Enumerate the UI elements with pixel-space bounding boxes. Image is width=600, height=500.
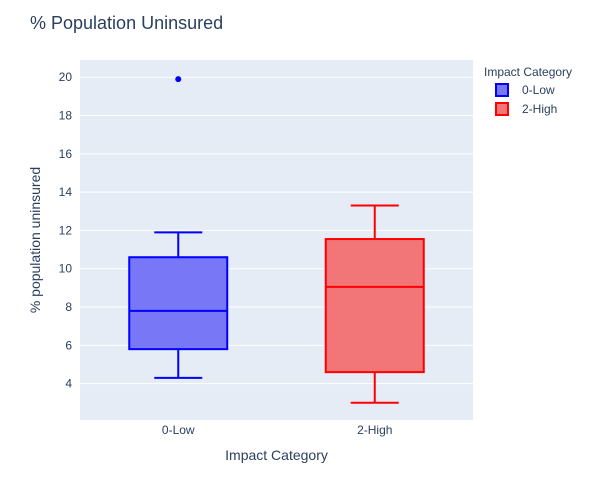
y-tick-label: 12 — [59, 223, 73, 237]
y-tick-label: 14 — [59, 185, 73, 199]
y-tick-label: 6 — [65, 338, 72, 352]
iqr-box — [128, 256, 229, 351]
box-2-High — [324, 204, 425, 404]
x-tick-label: 2-High — [357, 423, 392, 437]
legend-item-2-High[interactable]: 2-High — [495, 102, 557, 116]
outlier-point — [175, 76, 182, 83]
x-tick-label: 0-Low — [162, 423, 195, 437]
y-tick-label: 10 — [59, 262, 73, 276]
legend-swatch — [495, 102, 509, 116]
legend-swatch — [495, 83, 509, 97]
chart-title: % Population Uninsured — [30, 13, 223, 33]
legend-label: 0-Low — [522, 83, 555, 97]
y-tick-label: 16 — [59, 147, 73, 161]
y-axis-title: % population uninsured — [27, 167, 43, 313]
x-tick-labels: 0-Low 2-High — [162, 423, 393, 437]
legend-label: 2-High — [522, 102, 557, 116]
y-tick-label: 18 — [59, 109, 73, 123]
box-0-Low — [128, 76, 229, 379]
x-axis-title: Impact Category — [225, 447, 328, 463]
legend[interactable]: Impact Category 0-Low 2-High — [484, 65, 572, 116]
y-tick-label: 4 — [65, 377, 72, 391]
y-tick-labels: 4 6 8 10 12 14 16 18 20 — [59, 70, 73, 390]
iqr-box — [324, 238, 425, 374]
box-series — [128, 76, 425, 404]
legend-item-0-Low[interactable]: 0-Low — [495, 83, 555, 97]
legend-title: Impact Category — [484, 65, 572, 79]
y-tick-label: 8 — [65, 300, 72, 314]
y-tick-label: 20 — [59, 70, 73, 84]
